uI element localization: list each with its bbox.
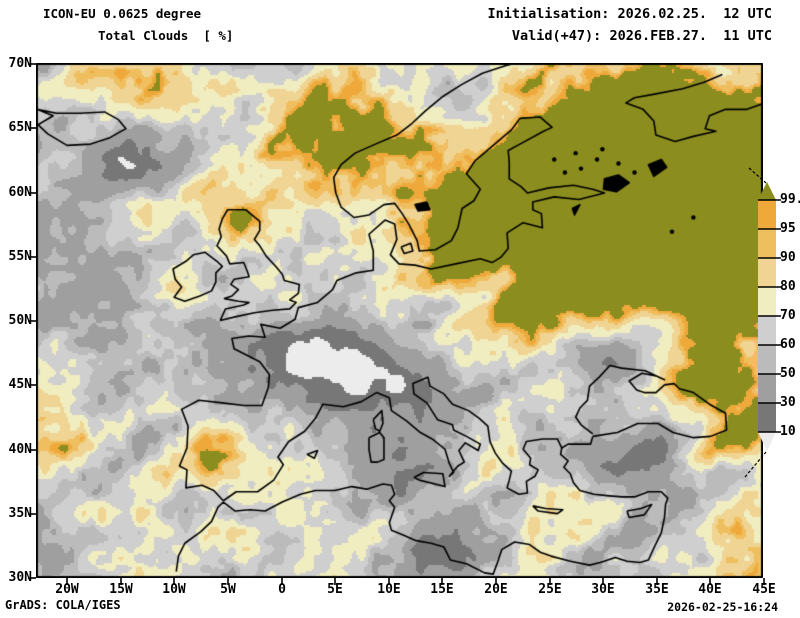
- y-axis-label: 55N: [8, 249, 32, 264]
- x-axis-label: 30E: [591, 582, 615, 597]
- colorbar-label: 60: [780, 337, 796, 352]
- y-axis-label: 30N: [8, 570, 32, 585]
- colorbar-label: 80: [780, 279, 796, 294]
- y-axis-label: 35N: [8, 506, 32, 521]
- grads-credit: GrADS: COLA/IGES: [5, 598, 121, 612]
- y-axis-label: 40N: [8, 442, 32, 457]
- colorbar-label: 70: [780, 308, 796, 323]
- x-axis-label: 20E: [484, 582, 508, 597]
- colorbar-label: 30: [780, 395, 796, 410]
- x-axis-label: 15E: [430, 582, 454, 597]
- variable-title: Total Clouds [ %]: [98, 28, 234, 43]
- x-axis-label: 5E: [327, 582, 343, 597]
- x-axis-label: 10E: [377, 582, 401, 597]
- colorbar-label: 50: [780, 366, 796, 381]
- y-axis-label: 45N: [8, 377, 32, 392]
- x-axis-label: 10W: [162, 582, 186, 597]
- colorbar-label: 10: [780, 424, 796, 439]
- y-axis-label: 65N: [8, 120, 32, 135]
- valid-time-label: Valid(+47): 2026.FEB.27. 11 UTC: [511, 28, 772, 44]
- colorbar-label: 95: [780, 221, 796, 236]
- y-axis-label: 70N: [8, 56, 32, 71]
- colorbar-label: 90: [780, 250, 796, 265]
- x-axis-label: 5W: [220, 582, 236, 597]
- x-axis-label: 0: [278, 582, 286, 597]
- x-axis-label: 25E: [538, 582, 562, 597]
- x-axis-label: 20W: [55, 582, 79, 597]
- colorbar-label: 99.5: [780, 192, 800, 207]
- init-time-label: Initialisation: 2026.02.25. 12 UTC: [487, 6, 772, 22]
- x-axis-label: 35E: [645, 582, 669, 597]
- y-axis-label: 60N: [8, 185, 32, 200]
- x-axis-label: 45E: [752, 582, 776, 597]
- model-title: ICON-EU 0.0625 degree: [43, 6, 202, 21]
- y-axis-label: 50N: [8, 313, 32, 328]
- cloud-cover-map: [36, 63, 763, 578]
- creation-timestamp: 2026-02-25-16:24: [667, 600, 778, 614]
- x-axis-label: 40E: [698, 582, 722, 597]
- x-axis-label: 15W: [109, 582, 133, 597]
